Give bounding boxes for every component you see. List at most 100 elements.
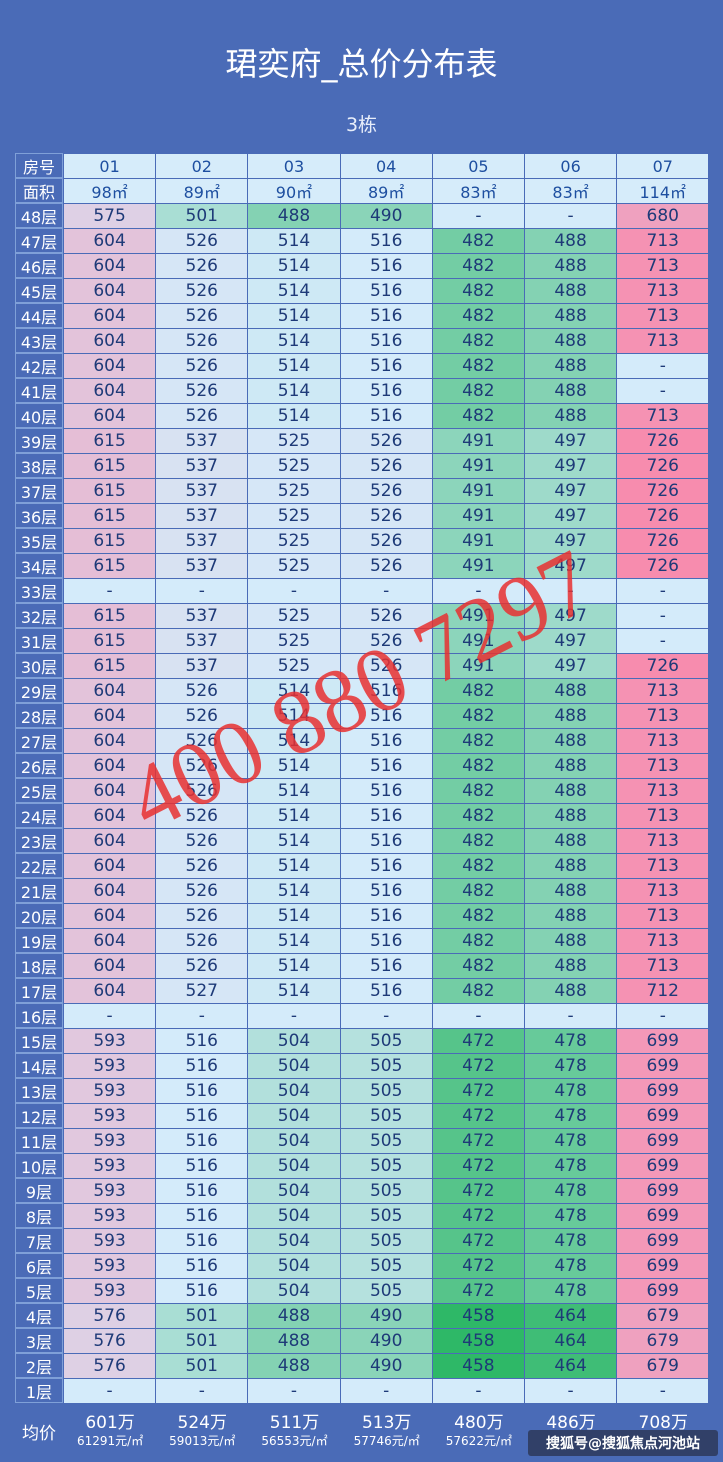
price-cell: 505 xyxy=(340,1179,432,1203)
price-cell: 575 xyxy=(64,204,156,228)
price-cell: 514 xyxy=(248,779,340,803)
price-cell: 726 xyxy=(617,454,709,478)
price-cell: 488 xyxy=(248,1354,340,1378)
price-cell: 514 xyxy=(248,954,340,978)
price-cell: 497 xyxy=(525,504,617,528)
price-cell: 537 xyxy=(156,554,248,578)
price-cell: 726 xyxy=(617,554,709,578)
floor-label: 24层 xyxy=(15,803,63,828)
price-cell: 516 xyxy=(340,779,432,803)
price-cell: 514 xyxy=(248,279,340,303)
price-cell: 526 xyxy=(156,354,248,378)
price-cell: 699 xyxy=(617,1129,709,1153)
price-cell: 604 xyxy=(64,304,156,328)
subtitle: 3栋 xyxy=(345,113,378,136)
price-cell: 604 xyxy=(64,404,156,428)
price-cell: 472 xyxy=(432,1229,524,1253)
price-cell: 472 xyxy=(432,1079,524,1103)
price-cell: 726 xyxy=(617,479,709,503)
price-cell: 604 xyxy=(64,704,156,728)
price-cell: 593 xyxy=(64,1279,156,1303)
price-cell: 615 xyxy=(64,454,156,478)
price-cell: 615 xyxy=(64,629,156,653)
price-cell: 478 xyxy=(525,1229,617,1253)
price-cell: 490 xyxy=(340,1329,432,1353)
price-cell: 525 xyxy=(248,554,340,578)
price-cell: 604 xyxy=(64,679,156,703)
average-total: 513万 xyxy=(361,1412,412,1433)
price-cell: 713 xyxy=(617,254,709,278)
price-cell: 615 xyxy=(64,429,156,453)
price-cell: 478 xyxy=(525,1054,617,1078)
price-cell: 604 xyxy=(64,279,156,303)
floor-label: 7层 xyxy=(15,1228,63,1253)
price-cell: 516 xyxy=(156,1154,248,1178)
price-cell: 482 xyxy=(432,979,524,1003)
area-label: 面积 xyxy=(15,178,63,203)
price-cell: 526 xyxy=(156,329,248,353)
unit-number: 06 xyxy=(525,154,617,178)
price-cell: 482 xyxy=(432,379,524,403)
price-cell: 497 xyxy=(525,629,617,653)
price-cell: - xyxy=(617,379,709,403)
price-cell: 680 xyxy=(617,204,709,228)
price-cell: 593 xyxy=(64,1029,156,1053)
price-cell: - xyxy=(340,579,432,603)
price-cell: 679 xyxy=(617,1304,709,1328)
price-cell: 505 xyxy=(340,1079,432,1103)
price-cell: 491 xyxy=(432,604,524,628)
price-cell: 713 xyxy=(617,879,709,903)
price-cell: 615 xyxy=(64,504,156,528)
price-cell: 516 xyxy=(340,879,432,903)
price-cell: 537 xyxy=(156,454,248,478)
price-cell: 482 xyxy=(432,754,524,778)
price-cell: 505 xyxy=(340,1154,432,1178)
price-cell: 526 xyxy=(156,729,248,753)
price-cell: 713 xyxy=(617,854,709,878)
price-cell: - xyxy=(64,579,156,603)
price-cell: 516 xyxy=(340,229,432,253)
price-cell: 526 xyxy=(340,604,432,628)
price-cell: 505 xyxy=(340,1229,432,1253)
price-cell: - xyxy=(248,1004,340,1028)
price-cell: 482 xyxy=(432,904,524,928)
price-cell: 593 xyxy=(64,1129,156,1153)
price-cell: - xyxy=(156,1004,248,1028)
average-total: 708万 xyxy=(638,1412,688,1433)
price-cell: 604 xyxy=(64,854,156,878)
price-cell: 525 xyxy=(248,454,340,478)
price-cell: 516 xyxy=(340,404,432,428)
unit-area: 98㎡ xyxy=(64,179,156,203)
price-cell: 615 xyxy=(64,604,156,628)
floor-label: 3层 xyxy=(15,1328,63,1353)
price-cell: 482 xyxy=(432,279,524,303)
price-cell: 505 xyxy=(340,1254,432,1278)
price-cell: 516 xyxy=(340,379,432,403)
price-cell: 526 xyxy=(156,929,248,953)
price-cell: 478 xyxy=(525,1154,617,1178)
price-cell: 478 xyxy=(525,1179,617,1203)
price-cell: 526 xyxy=(156,804,248,828)
price-cell: 505 xyxy=(340,1104,432,1128)
price-cell: 516 xyxy=(340,679,432,703)
price-cell: 516 xyxy=(156,1204,248,1228)
price-cell: 713 xyxy=(617,304,709,328)
price-cell: 488 xyxy=(525,779,617,803)
price-cell: 478 xyxy=(525,1104,617,1128)
price-cell: 526 xyxy=(340,529,432,553)
price-cell: 472 xyxy=(432,1154,524,1178)
unit-area: 114㎡ xyxy=(617,179,709,203)
price-cell: 472 xyxy=(432,1129,524,1153)
price-cell: 516 xyxy=(156,1279,248,1303)
price-cell: 537 xyxy=(156,629,248,653)
price-cell: 482 xyxy=(432,829,524,853)
price-cell: 478 xyxy=(525,1029,617,1053)
price-cell: 488 xyxy=(525,754,617,778)
floor-label: 36层 xyxy=(15,503,63,528)
floor-label: 42层 xyxy=(15,353,63,378)
price-cell: 576 xyxy=(64,1304,156,1328)
price-cell: 526 xyxy=(340,654,432,678)
price-cell: 593 xyxy=(64,1254,156,1278)
price-cell: 488 xyxy=(525,829,617,853)
